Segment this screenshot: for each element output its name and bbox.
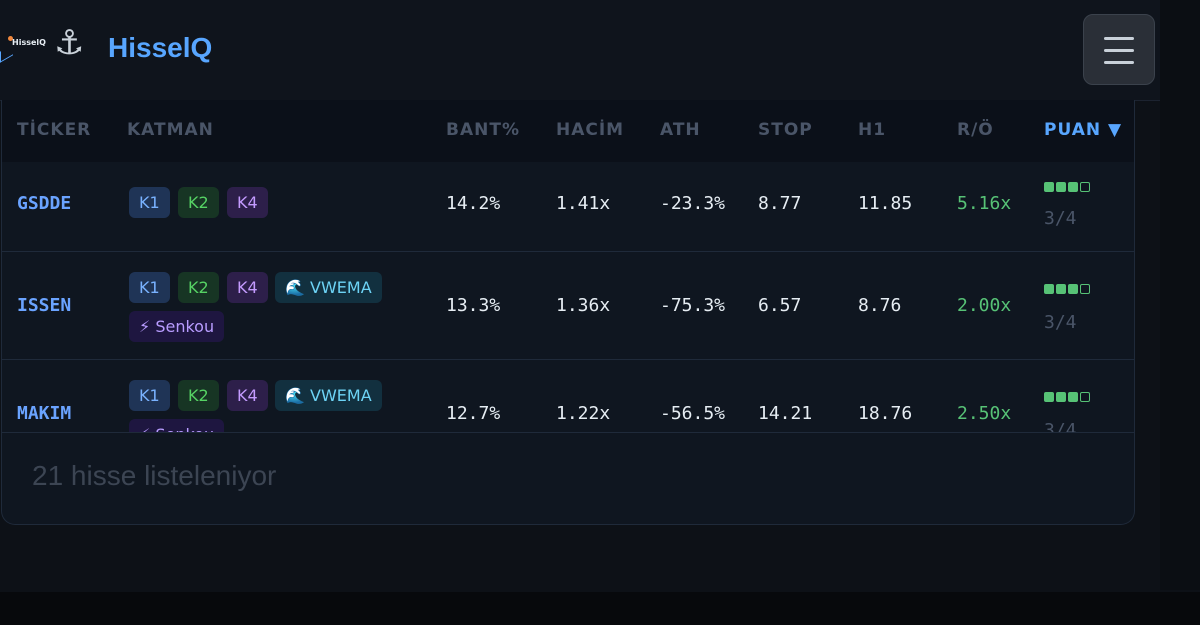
table-footer-divider (2, 432, 1134, 433)
hacim-cell: 1.36x (556, 295, 611, 316)
score-dots (1044, 284, 1092, 296)
hamburger-menu-icon (1104, 61, 1134, 64)
table-row[interactable]: MAKIM K1 K2 K4 🌊 VWEMA ⚡ Senkou 12.7% 1.… (2, 359, 1134, 432)
ath-cell: -75.3% (660, 295, 726, 316)
badge-k4: K4 (227, 187, 268, 218)
h1-cell: 11.85 (858, 193, 913, 214)
ticker-cell[interactable]: MAKIM (17, 403, 72, 424)
badge-k4: K4 (227, 272, 268, 303)
badge-vwema: 🌊 VWEMA (275, 272, 382, 303)
score-dot-filled (1068, 392, 1078, 402)
score-dot-filled (1056, 284, 1066, 294)
badge-senkou: ⚡ Senkou (129, 419, 225, 432)
logo-chart-line (0, 44, 13, 63)
mini-logo-text: HisselQ (12, 38, 46, 47)
score-text: 3/4 (1044, 312, 1077, 333)
bant-cell: 12.7% (446, 403, 501, 424)
hamburger-menu-icon (1104, 37, 1134, 40)
stock-table-card: TİCKER KATMAN BANT% HACİM ATH STOP H1 R/… (1, 100, 1135, 525)
stop-cell: 14.21 (758, 403, 813, 424)
column-header-bant[interactable]: BANT% (446, 120, 520, 140)
column-header-ath[interactable]: ATH (660, 120, 701, 140)
bottom-edge (0, 592, 1200, 625)
score-text: 3/4 (1044, 208, 1077, 229)
badge-k2: K2 (178, 380, 219, 411)
table-row[interactable]: ISSEN K1 K2 K4 🌊 VWEMA ⚡ Senkou 13.3% 1.… (2, 251, 1134, 360)
column-header-katman[interactable]: KATMAN (127, 120, 214, 140)
column-header-risk-reward[interactable]: R/Ö (957, 120, 994, 140)
hamburger-menu-button[interactable] (1083, 14, 1155, 85)
score-dot-empty (1080, 182, 1090, 192)
risk-reward-cell: 5.16x (957, 193, 1012, 214)
score-dot-filled (1056, 392, 1066, 402)
ath-cell: -23.3% (660, 193, 726, 214)
hamburger-menu-icon (1104, 49, 1134, 52)
hacim-cell: 1.22x (556, 403, 611, 424)
stop-cell: 6.57 (758, 295, 802, 316)
ath-cell: -56.5% (660, 403, 726, 424)
ticker-cell[interactable]: ISSEN (17, 295, 72, 316)
score-dot-filled (1056, 182, 1066, 192)
badge-k1: K1 (129, 272, 170, 303)
table-header: TİCKER KATMAN BANT% HACİM ATH STOP H1 R/… (2, 100, 1134, 162)
score-dot-filled (1068, 182, 1078, 192)
score-dot-filled (1044, 392, 1054, 402)
anchor-icon: ⚓ (54, 23, 85, 63)
badge-k1: K1 (129, 380, 170, 411)
score-dot-filled (1068, 284, 1078, 294)
badge-k2: K2 (178, 272, 219, 303)
column-header-stop[interactable]: STOP (758, 120, 813, 140)
hisseiq-mini-logo[interactable]: HisselQ (0, 28, 46, 63)
badge-vwema: 🌊 VWEMA (275, 380, 382, 411)
brand-title[interactable]: HisselQ (108, 32, 213, 63)
score-dots (1044, 182, 1092, 194)
right-edge (1160, 0, 1200, 590)
stock-table[interactable]: TİCKER KATMAN BANT% HACİM ATH STOP H1 R/… (2, 100, 1134, 432)
column-header-ticker[interactable]: TİCKER (17, 120, 92, 140)
bant-cell: 13.3% (446, 295, 501, 316)
column-header-hacim[interactable]: HACİM (556, 120, 625, 140)
badge-senkou: ⚡ Senkou (129, 311, 225, 342)
score-dot-empty (1080, 392, 1090, 402)
ticker-cell[interactable]: GSDDE (17, 193, 72, 214)
score-dot-empty (1080, 284, 1090, 294)
h1-cell: 8.76 (858, 295, 902, 316)
score-dot-filled (1044, 284, 1054, 294)
logo-dot (8, 36, 13, 41)
bant-cell: 14.2% (446, 193, 501, 214)
badge-k1: K1 (129, 187, 170, 218)
h1-cell: 18.76 (858, 403, 913, 424)
result-count-text: 21 hisse listeleniyor (32, 460, 277, 491)
score-dot-filled (1044, 182, 1054, 192)
top-header: HisselQ ⚓ HisselQ (0, 0, 1160, 101)
risk-reward-cell: 2.50x (957, 403, 1012, 424)
risk-reward-cell: 2.00x (957, 295, 1012, 316)
column-header-h1[interactable]: H1 (858, 120, 887, 140)
badge-k4: K4 (227, 380, 268, 411)
score-text: 3/4 (1044, 420, 1077, 432)
hacim-cell: 1.41x (556, 193, 611, 214)
score-dots (1044, 392, 1092, 404)
stop-cell: 8.77 (758, 193, 802, 214)
table-row[interactable]: GSDDE K1 K2 K4 14.2% 1.41x -23.3% 8.77 1… (2, 162, 1134, 252)
badge-k2: K2 (178, 187, 219, 218)
column-header-puan-sorted[interactable]: PUAN ▼ (1044, 120, 1123, 140)
